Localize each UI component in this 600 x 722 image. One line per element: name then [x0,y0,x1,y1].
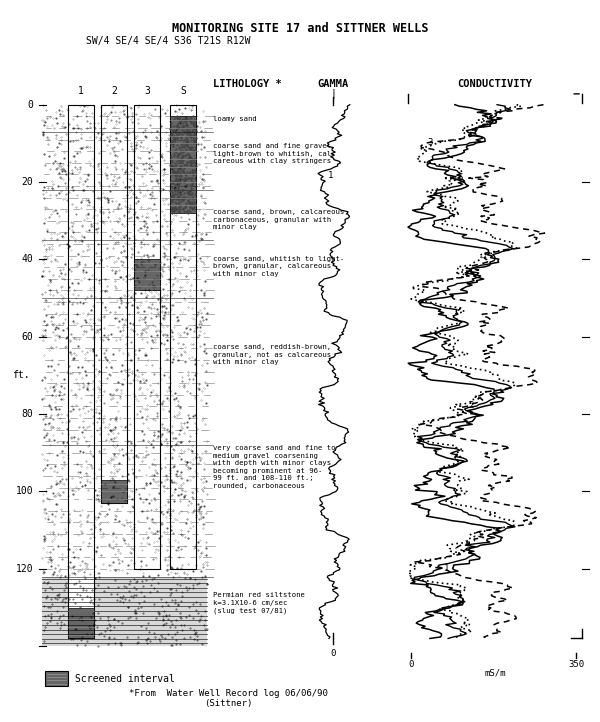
Text: 1: 1 [444,564,449,573]
Bar [68,607,94,638]
Bar [101,105,127,503]
Text: SW/4 SE/4 SE/4 S36 T21S R12W: SW/4 SE/4 SE/4 S36 T21S R12W [86,36,250,46]
Bar [101,480,127,503]
Text: 60: 60 [21,332,33,342]
Text: mS/m: mS/m [484,669,506,677]
Text: very coarse sand and fine to
medium gravel coarsening
with depth with minor clay: very coarse sand and fine to medium grav… [213,445,335,489]
Text: coarse sand, reddish-brown,
granular, not as calcareous
with minor clay: coarse sand, reddish-brown, granular, no… [213,344,331,365]
Text: 0: 0 [409,660,413,669]
Text: S: S [180,86,186,96]
Text: CONDUCTIVITY: CONDUCTIVITY [458,79,533,89]
Text: (Sittner): (Sittner) [204,700,252,708]
Text: |: | [330,88,336,99]
Text: ft.: ft. [13,370,30,380]
Text: loamy sand: loamy sand [213,116,257,122]
Text: 20: 20 [21,177,33,187]
Text: 350: 350 [568,660,584,669]
Bar [42,577,207,646]
Text: coarse sand, brown, calcareous,
carbonaceous, granular with
minor clay: coarse sand, brown, calcareous, carbonac… [213,209,349,230]
Text: 1: 1 [78,86,84,96]
Text: 3: 3 [428,139,433,147]
Text: 80: 80 [21,409,33,419]
Text: *From  Water Well Record log 06/06/90: *From Water Well Record log 06/06/90 [128,689,328,697]
Text: 100: 100 [16,487,33,497]
Text: 40: 40 [21,254,33,264]
Bar [170,116,196,213]
Text: 2: 2 [111,86,117,96]
Bar [134,259,160,290]
Text: LITHOLOGY *: LITHOLOGY * [213,79,282,89]
Text: MONITORING SITE 17 and SITTNER WELLS: MONITORING SITE 17 and SITTNER WELLS [172,22,428,35]
Text: coarse sand, whitish to light-
brown, granular, calcareous
with minor clay: coarse sand, whitish to light- brown, gr… [213,256,344,277]
Text: S: S [457,173,463,182]
Text: 120: 120 [16,564,33,574]
Text: Screened interval: Screened interval [75,674,175,684]
Text: Permian red siltstone
k=3.1X10-6 cm/sec
(slug test 07/81): Permian red siltstone k=3.1X10-6 cm/sec … [213,592,305,614]
Text: coarse sand and fine gravel,
light-brown to whitish, cal-
careous with clay stri: coarse sand and fine gravel, light-brown… [213,144,335,165]
Text: GAMMA: GAMMA [317,79,349,89]
Bar [68,105,94,638]
Text: 1: 1 [328,170,333,180]
Text: 0: 0 [331,649,335,658]
Bar [170,105,196,569]
Bar [134,105,160,569]
Text: 0: 0 [27,100,33,110]
Bar [45,671,68,686]
Text: 3: 3 [144,86,150,96]
Text: 2: 2 [469,401,474,411]
